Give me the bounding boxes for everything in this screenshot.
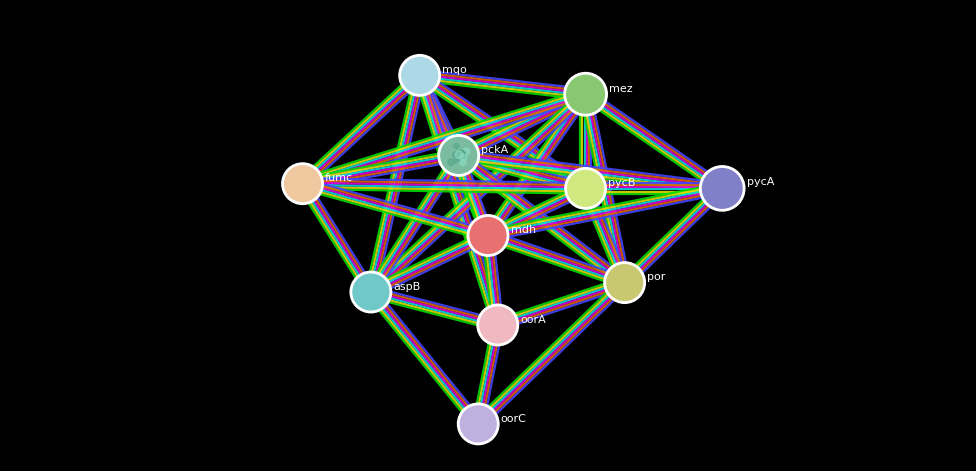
Circle shape — [458, 154, 465, 162]
Text: pckA: pckA — [481, 145, 508, 155]
Text: oorC: oorC — [501, 414, 527, 423]
Circle shape — [282, 163, 323, 204]
Circle shape — [480, 307, 515, 343]
Circle shape — [438, 135, 479, 176]
Circle shape — [460, 159, 467, 165]
Circle shape — [457, 152, 465, 160]
Circle shape — [700, 166, 745, 211]
Circle shape — [567, 75, 604, 113]
Text: mdh: mdh — [510, 225, 536, 235]
Circle shape — [285, 166, 320, 202]
Circle shape — [454, 157, 459, 162]
Text: aspB: aspB — [393, 282, 421, 292]
Circle shape — [461, 406, 496, 442]
Circle shape — [607, 265, 642, 300]
Circle shape — [458, 403, 499, 445]
Circle shape — [448, 159, 454, 165]
Text: mez: mez — [609, 83, 632, 94]
Text: oorA: oorA — [520, 315, 547, 325]
Circle shape — [604, 262, 645, 303]
Circle shape — [402, 57, 437, 93]
Circle shape — [463, 148, 469, 155]
Text: por: por — [647, 272, 666, 282]
Circle shape — [350, 271, 391, 313]
Circle shape — [565, 168, 606, 209]
Text: fumc: fumc — [325, 173, 353, 183]
Circle shape — [470, 218, 506, 253]
Circle shape — [456, 151, 464, 159]
Circle shape — [568, 171, 603, 206]
Circle shape — [441, 138, 476, 173]
Circle shape — [457, 152, 466, 162]
Text: mqo: mqo — [442, 65, 468, 75]
Circle shape — [477, 304, 518, 346]
Circle shape — [454, 143, 459, 149]
Circle shape — [458, 150, 466, 158]
Circle shape — [564, 73, 607, 116]
Circle shape — [399, 55, 440, 96]
Circle shape — [468, 215, 508, 256]
Circle shape — [460, 154, 467, 161]
Circle shape — [353, 274, 388, 310]
Circle shape — [703, 169, 742, 208]
Text: pycB: pycB — [608, 178, 635, 188]
Circle shape — [453, 152, 459, 157]
Text: pycA: pycA — [747, 178, 774, 187]
